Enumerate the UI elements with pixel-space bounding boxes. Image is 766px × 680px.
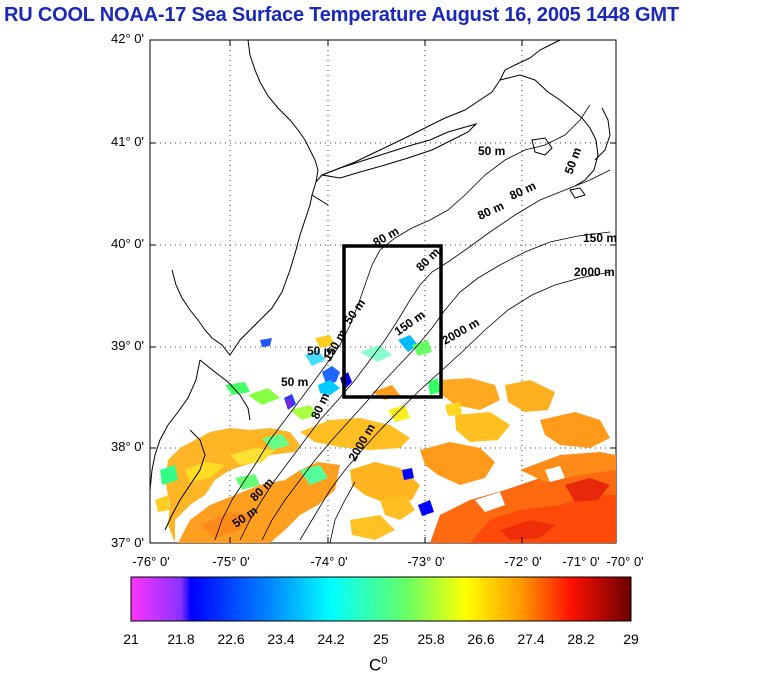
- colorbar-frame: [130, 576, 632, 622]
- colorbar-tick-25-8: 25.8: [417, 631, 445, 647]
- colorbar-tick-24-2: 24.2: [317, 631, 345, 647]
- colorbar-unit-letter: C: [369, 655, 382, 675]
- lon-label-72: -72° 0': [504, 554, 542, 569]
- colorbar-tick-29: 29: [623, 631, 639, 647]
- colorbar-tick-23-4: 23.4: [267, 631, 295, 647]
- colorbar-tick-26-6: 26.6: [467, 631, 495, 647]
- colorbar: [131, 577, 631, 621]
- contour-label-2000m-east: 2000 m: [574, 265, 615, 279]
- colorbar-tick-21-8: 21.8: [167, 631, 195, 647]
- lat-label-40: 40° 0': [111, 236, 144, 251]
- lon-label-71: -71° 0': [562, 554, 600, 569]
- lon-label-70: -70° 0': [606, 554, 644, 569]
- lon-label-74: -74° 0': [310, 554, 348, 569]
- lat-label-42: 42° 0': [111, 31, 144, 46]
- colorbar-tick-25: 25: [373, 631, 389, 647]
- colorbar-unit: C0: [369, 655, 387, 676]
- lon-label-75: -75° 0': [212, 554, 250, 569]
- isobath-contours: [214, 104, 611, 543]
- map-title: RU COOL NOAA-17 Sea Surface Temperature …: [4, 4, 679, 26]
- colorbar-unit-sup: 0: [381, 655, 388, 667]
- lat-label-39: 39° 0': [111, 338, 144, 353]
- contour-label-50m-ne: 50 m: [478, 144, 505, 158]
- lat-label-41: 41° 0': [111, 134, 144, 149]
- colorbar-tick-22-6: 22.6: [217, 631, 245, 647]
- contour-label-50m-west1: 50 m: [307, 344, 334, 358]
- lon-label-76: -76° 0': [132, 554, 170, 569]
- lon-label-73: -73° 0': [407, 554, 445, 569]
- study-area-box: [342, 244, 443, 399]
- sst-data-layer: [155, 335, 616, 543]
- axis-ticks: [150, 39, 616, 544]
- colorbar-tick-28-2: 28.2: [567, 631, 595, 647]
- contour-label-50m-west2: 50 m: [281, 375, 308, 389]
- lat-label-38: 38° 0': [111, 439, 144, 454]
- lat-label-37: 37° 0': [111, 535, 144, 550]
- colorbar-tick-27-4: 27.4: [517, 631, 545, 647]
- contour-label-150m-east: 150 m: [583, 231, 617, 245]
- coastline: [150, 40, 611, 531]
- colorbar-tick-21: 21: [123, 631, 139, 647]
